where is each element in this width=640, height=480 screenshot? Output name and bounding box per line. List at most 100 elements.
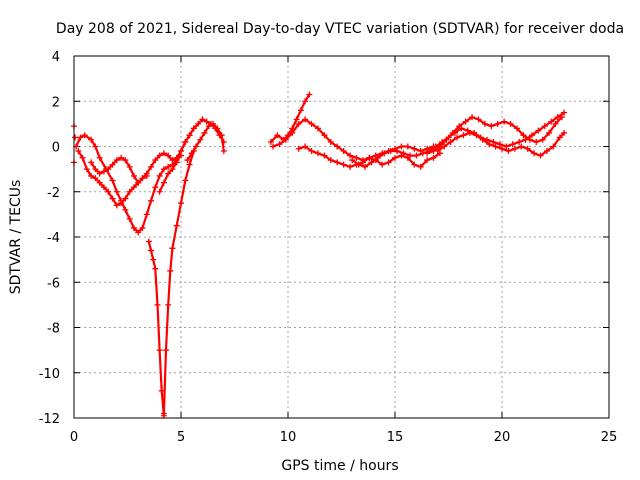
data-point <box>210 120 217 127</box>
data-point <box>92 175 99 182</box>
data-point <box>165 152 172 159</box>
data-point <box>220 148 227 155</box>
data-point <box>556 134 563 141</box>
data-point <box>552 120 559 127</box>
data-point <box>494 120 501 127</box>
data-point <box>475 116 482 123</box>
data-point <box>398 143 405 150</box>
data-point <box>411 145 418 152</box>
data-point <box>454 134 461 141</box>
data-point <box>374 154 381 161</box>
y-tick-label: -6 <box>47 276 60 291</box>
data-point <box>430 154 437 161</box>
data-point <box>349 157 356 164</box>
data-point <box>72 134 79 141</box>
data-point <box>165 170 172 177</box>
data-point <box>413 152 420 159</box>
data-point <box>126 163 133 170</box>
chart-title: Day 208 of 2021, Sidereal Day-to-day VTE… <box>56 21 624 37</box>
data-point <box>165 163 172 170</box>
data-point <box>165 301 172 308</box>
data-point <box>434 148 441 155</box>
data-point <box>148 197 155 204</box>
data-point <box>314 150 321 157</box>
data-point <box>531 150 538 157</box>
data-point <box>105 188 112 195</box>
data-point <box>160 179 167 186</box>
data-point <box>362 163 369 170</box>
data-point <box>105 166 112 173</box>
data-point <box>379 161 386 168</box>
data-point <box>113 188 120 195</box>
data-point <box>135 179 142 186</box>
series-trace <box>426 115 564 155</box>
data-point <box>169 166 176 173</box>
plot-frame <box>73 55 610 419</box>
data-point <box>479 136 486 143</box>
data-point <box>526 136 533 143</box>
data-point <box>406 152 413 159</box>
data-point <box>528 132 535 139</box>
data-point <box>558 114 565 121</box>
data-point <box>481 120 488 127</box>
data-point <box>199 116 206 123</box>
series-trace <box>351 111 566 168</box>
data-point <box>270 143 277 150</box>
data-point <box>385 159 392 166</box>
data-point <box>75 148 82 155</box>
data-point <box>293 116 300 123</box>
data-point <box>214 125 221 132</box>
data-point <box>518 143 525 150</box>
data-point <box>100 168 107 175</box>
data-point <box>449 129 456 136</box>
data-point <box>143 170 150 177</box>
data-point <box>321 152 328 159</box>
data-point <box>96 154 103 161</box>
data-point <box>109 177 116 184</box>
data-point <box>473 132 480 139</box>
x-tick-label: 20 <box>494 430 511 445</box>
data-point <box>122 195 129 202</box>
data-point <box>88 172 95 179</box>
data-point <box>274 132 281 139</box>
y-tick-label: 2 <box>52 95 60 110</box>
data-point <box>156 172 163 179</box>
data-point <box>411 161 418 168</box>
data-point <box>182 177 189 184</box>
data-point <box>394 148 401 155</box>
data-point <box>516 138 523 145</box>
data-point <box>182 138 189 145</box>
data-point <box>109 195 116 202</box>
y-tick-label: -12 <box>39 412 60 427</box>
data-point <box>100 184 107 191</box>
data-point <box>139 224 146 231</box>
data-point <box>173 159 180 166</box>
data-point <box>83 166 90 173</box>
data-point <box>152 265 159 272</box>
data-point <box>334 159 341 166</box>
data-point <box>154 301 161 308</box>
series-sat-k <box>349 109 568 170</box>
data-point <box>400 150 407 157</box>
data-point <box>186 132 193 139</box>
data-point <box>509 141 516 148</box>
series-sat-c <box>88 125 197 186</box>
data-point <box>118 154 125 161</box>
data-point <box>511 145 518 152</box>
series-sat-g <box>184 120 227 164</box>
series-sat-l <box>424 114 565 157</box>
data-point <box>417 163 424 170</box>
data-point <box>505 148 512 155</box>
data-point <box>503 143 510 150</box>
data-point <box>81 132 88 139</box>
data-point <box>537 152 544 159</box>
data-point <box>126 188 133 195</box>
data-point <box>190 125 197 132</box>
data-point <box>88 136 95 143</box>
data-point <box>167 267 174 274</box>
data-point <box>148 163 155 170</box>
data-point <box>308 148 315 155</box>
data-point <box>507 120 514 127</box>
data-point <box>143 211 150 218</box>
